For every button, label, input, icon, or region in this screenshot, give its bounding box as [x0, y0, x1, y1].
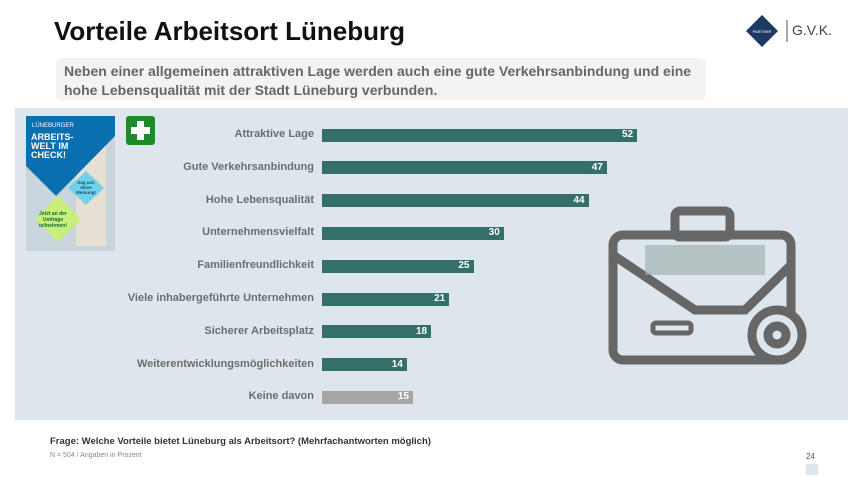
- svg-text:ARBEITS-: ARBEITS-: [31, 132, 74, 142]
- bar: [322, 259, 474, 273]
- bar: [322, 226, 504, 240]
- bar: [322, 292, 450, 306]
- svg-text:PARTNER: PARTNER: [753, 29, 772, 34]
- data-label: 14: [391, 358, 403, 370]
- category-label: Attraktive Lage: [234, 128, 314, 140]
- corner-square: [806, 464, 818, 475]
- survey-poster-image: LÜNEBURGER ARBEITS- WELT IM CHECK!: [26, 116, 115, 251]
- category-label: Hohe Lebensqualität: [205, 193, 314, 206]
- bar: [322, 128, 638, 142]
- data-label: 52: [621, 129, 634, 140]
- category-label: Weiterentwicklungsmöglichkeiten: [136, 357, 314, 370]
- bar: [322, 325, 432, 339]
- category-label: Gute Verkehrsanbindung: [183, 160, 314, 173]
- bar: [322, 194, 589, 208]
- subtitle: Neben einer allgemeinen attraktiven Lage…: [56, 58, 706, 100]
- briefcase-gear-icon: [608, 206, 807, 365]
- svg-text:WELT IM: WELT IM: [31, 141, 68, 151]
- data-label: 18: [415, 325, 428, 337]
- gvk-brand: G.V.K.: [792, 22, 832, 38]
- page-number: 24: [806, 452, 815, 461]
- bar: [322, 390, 413, 404]
- category-label: Sicherer Arbeitsplatz: [204, 324, 314, 337]
- data-label: 44: [573, 194, 585, 206]
- data-label: 47: [591, 161, 603, 173]
- data-label: 15: [397, 391, 409, 403]
- partnership-logo: PARTNER: [746, 15, 788, 47]
- svg-text:LÜNEBURGER: LÜNEBURGER: [32, 122, 74, 129]
- data-label: 30: [488, 227, 500, 239]
- plus-icon: [126, 116, 155, 145]
- poster-badge-opinion: Sag uns deine Meinung!: [76, 179, 96, 195]
- category-label: Viele inhabergeführte Unternehmen: [127, 292, 314, 304]
- category-label: Familienfreundlichkeit: [197, 259, 314, 272]
- page-title: Vorteile Arbeitsort Lüneburg: [54, 16, 406, 46]
- data-label: 25: [458, 260, 470, 272]
- bar: [322, 161, 607, 175]
- survey-question: Frage: Welche Vorteile bietet Lüneburg a…: [50, 436, 431, 447]
- bar: [322, 358, 407, 372]
- category-label: Unternehmensvielfalt: [202, 226, 314, 239]
- sample-note: N = 504 / Angaben in Prozent: [50, 452, 142, 459]
- data-label: 21: [434, 293, 446, 304]
- svg-text:CHECK!: CHECK!: [31, 150, 66, 160]
- category-label: Keine davon: [248, 390, 314, 403]
- poster-badge-survey: Jetzt an der Umfrage teilnehmen!: [38, 211, 68, 229]
